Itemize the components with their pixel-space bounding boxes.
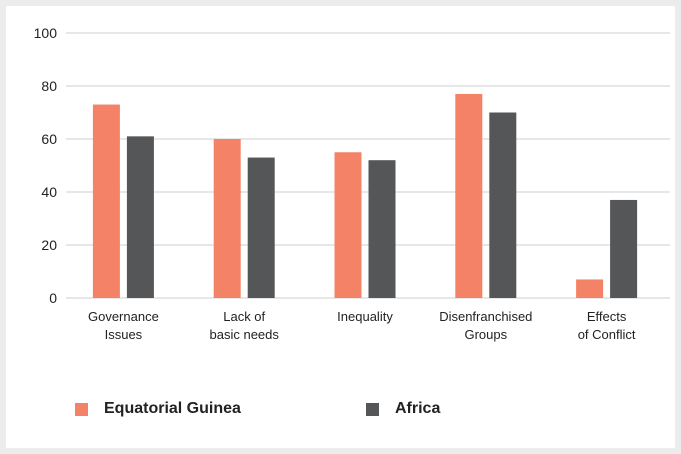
y-tick-label-60: 60: [41, 131, 57, 147]
x-tick-label-0: Governance Issues: [88, 309, 159, 342]
bar-equatorial-guinea-4: [576, 279, 604, 298]
legend-label-africa: Africa: [395, 400, 441, 417]
y-tick-label-80: 80: [41, 78, 57, 94]
bar-africa-4: [610, 199, 638, 298]
bar-equatorial-guinea-3: [455, 93, 483, 298]
bar-equatorial-guinea-0: [92, 104, 120, 298]
x-tick-label-1: Lack of basic needs: [210, 309, 280, 342]
bar-africa-2: [368, 160, 396, 298]
legend-label-equatorial-guinea: Equatorial Guinea: [104, 400, 241, 417]
bar-africa-1: [247, 157, 275, 298]
y-tick-label-20: 20: [41, 237, 57, 253]
x-tick-label-4: Effects of Conflict: [578, 309, 636, 342]
legend-item-africa: Africa: [366, 400, 440, 418]
legend-swatch-africa: [366, 402, 379, 416]
bar-equatorial-guinea-2: [334, 152, 362, 298]
legend-item-equatorial-guinea: Equatorial Guinea: [75, 400, 241, 418]
y-tick-label-0: 0: [49, 290, 57, 306]
bar-africa-0: [126, 136, 154, 298]
y-tick-label-100: 100: [34, 25, 58, 41]
legend-swatch-equatorial-guinea: [75, 402, 88, 416]
y-tick-label-40: 40: [41, 184, 57, 200]
x-tick-label-2: Inequality: [337, 309, 393, 324]
bar-equatorial-guinea-1: [213, 139, 241, 298]
bar-africa-3: [489, 112, 517, 298]
x-tick-label-3: Disenfranchised Groups: [439, 309, 532, 342]
